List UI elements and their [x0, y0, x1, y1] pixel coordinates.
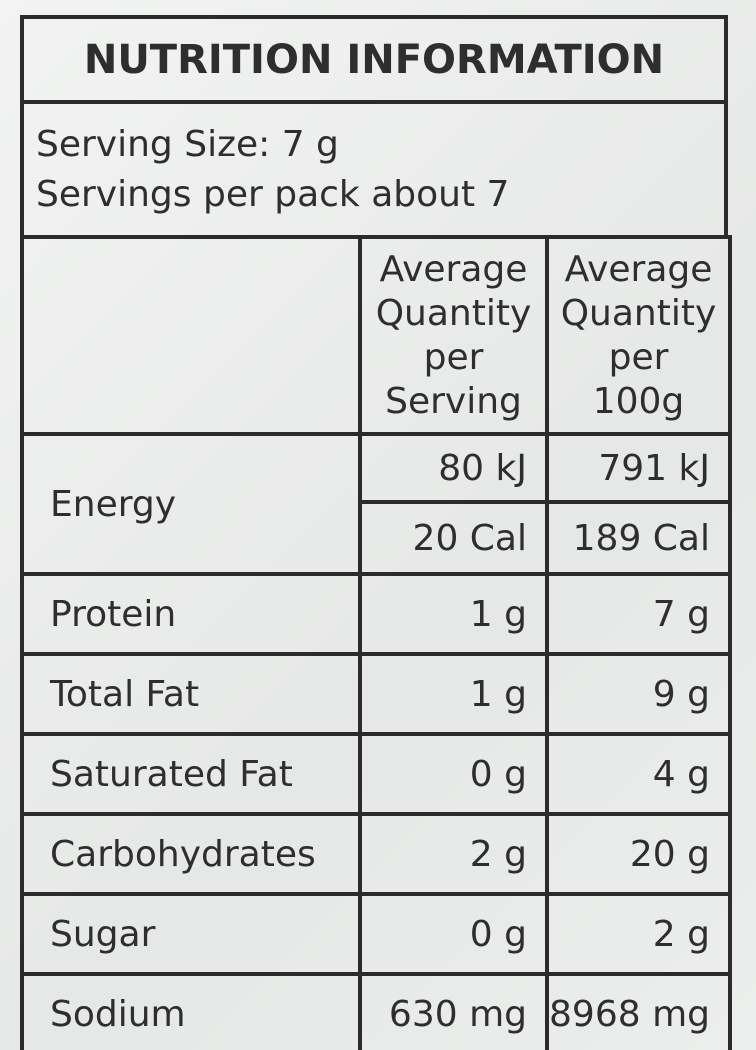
value-cell: 2 g: [358, 812, 549, 896]
energy-cell: 189 Cal: [545, 500, 732, 576]
title: NUTRITION INFORMATION: [83, 36, 665, 83]
column-header: Average Quantity per Serving: [358, 235, 549, 436]
energy-label-cell: Energy: [20, 432, 362, 576]
column-header-line: Average: [379, 248, 528, 290]
column-header-line: Average: [564, 248, 713, 290]
value-cell: 9 g: [545, 652, 732, 736]
value: 7 g: [652, 593, 710, 635]
row-label-cell: Protein: [20, 572, 362, 656]
value-cell: 4 g: [545, 732, 732, 816]
servings-per-pack: Servings per pack about 7: [36, 173, 510, 215]
value-cell: 1 g: [358, 572, 549, 656]
value-cell: 630 mg: [358, 972, 549, 1050]
value: 8968 mg: [549, 993, 710, 1035]
header-blank: [20, 235, 362, 436]
column-header-line: 100g: [592, 380, 685, 422]
row-label: Saturated Fat: [50, 753, 293, 795]
value: 20 Cal: [412, 517, 527, 559]
value: 0 g: [469, 913, 527, 955]
column-header-line: per: [608, 336, 669, 378]
row-label: Carbohydrates: [50, 833, 316, 875]
energy-cell: 80 kJ: [358, 432, 549, 504]
row-label: Sugar: [50, 913, 156, 955]
value: 2 g: [652, 913, 710, 955]
value: 9 g: [652, 673, 710, 715]
row-label: Protein: [50, 593, 177, 635]
column-header-line: Serving: [385, 380, 522, 422]
value: 4 g: [652, 753, 710, 795]
value-cell: 8968 mg: [545, 972, 732, 1050]
value-cell: 1 g: [358, 652, 549, 736]
energy-cell: 791 kJ: [545, 432, 732, 504]
row-label-cell: Carbohydrates: [20, 812, 362, 896]
value: 1 g: [469, 673, 527, 715]
value-cell: 7 g: [545, 572, 732, 656]
title-cell: NUTRITION INFORMATION: [20, 15, 728, 104]
row-label-cell: Saturated Fat: [20, 732, 362, 816]
row-label: Sodium: [50, 993, 186, 1035]
value-cell: 2 g: [545, 892, 732, 976]
row-label-cell: Sodium: [20, 972, 362, 1050]
value: 189 Cal: [572, 517, 710, 559]
energy-cell: 20 Cal: [358, 500, 549, 576]
value-cell: 20 g: [545, 812, 732, 896]
value: 80 kJ: [438, 447, 527, 489]
column-header: Average Quantity per 100g: [545, 235, 732, 436]
row-label-cell: Sugar: [20, 892, 362, 976]
value-cell: 0 g: [358, 732, 549, 816]
column-header-line: per: [423, 336, 484, 378]
serving-size: Serving Size: 7 g: [36, 123, 339, 165]
value: 0 g: [469, 753, 527, 795]
value: 791 kJ: [598, 447, 710, 489]
row-label: Total Fat: [50, 673, 200, 715]
column-header-line: Quantity: [375, 292, 532, 334]
row-label-cell: Total Fat: [20, 652, 362, 736]
row-label: Energy: [50, 483, 177, 525]
value: 630 mg: [388, 993, 527, 1035]
value-cell: 0 g: [358, 892, 549, 976]
value: 1 g: [469, 593, 527, 635]
value: 20 g: [629, 833, 710, 875]
value: 2 g: [469, 833, 527, 875]
serving-cell: Serving Size: 7 g Servings per pack about…: [20, 100, 728, 239]
column-header-line: Quantity: [560, 292, 717, 334]
